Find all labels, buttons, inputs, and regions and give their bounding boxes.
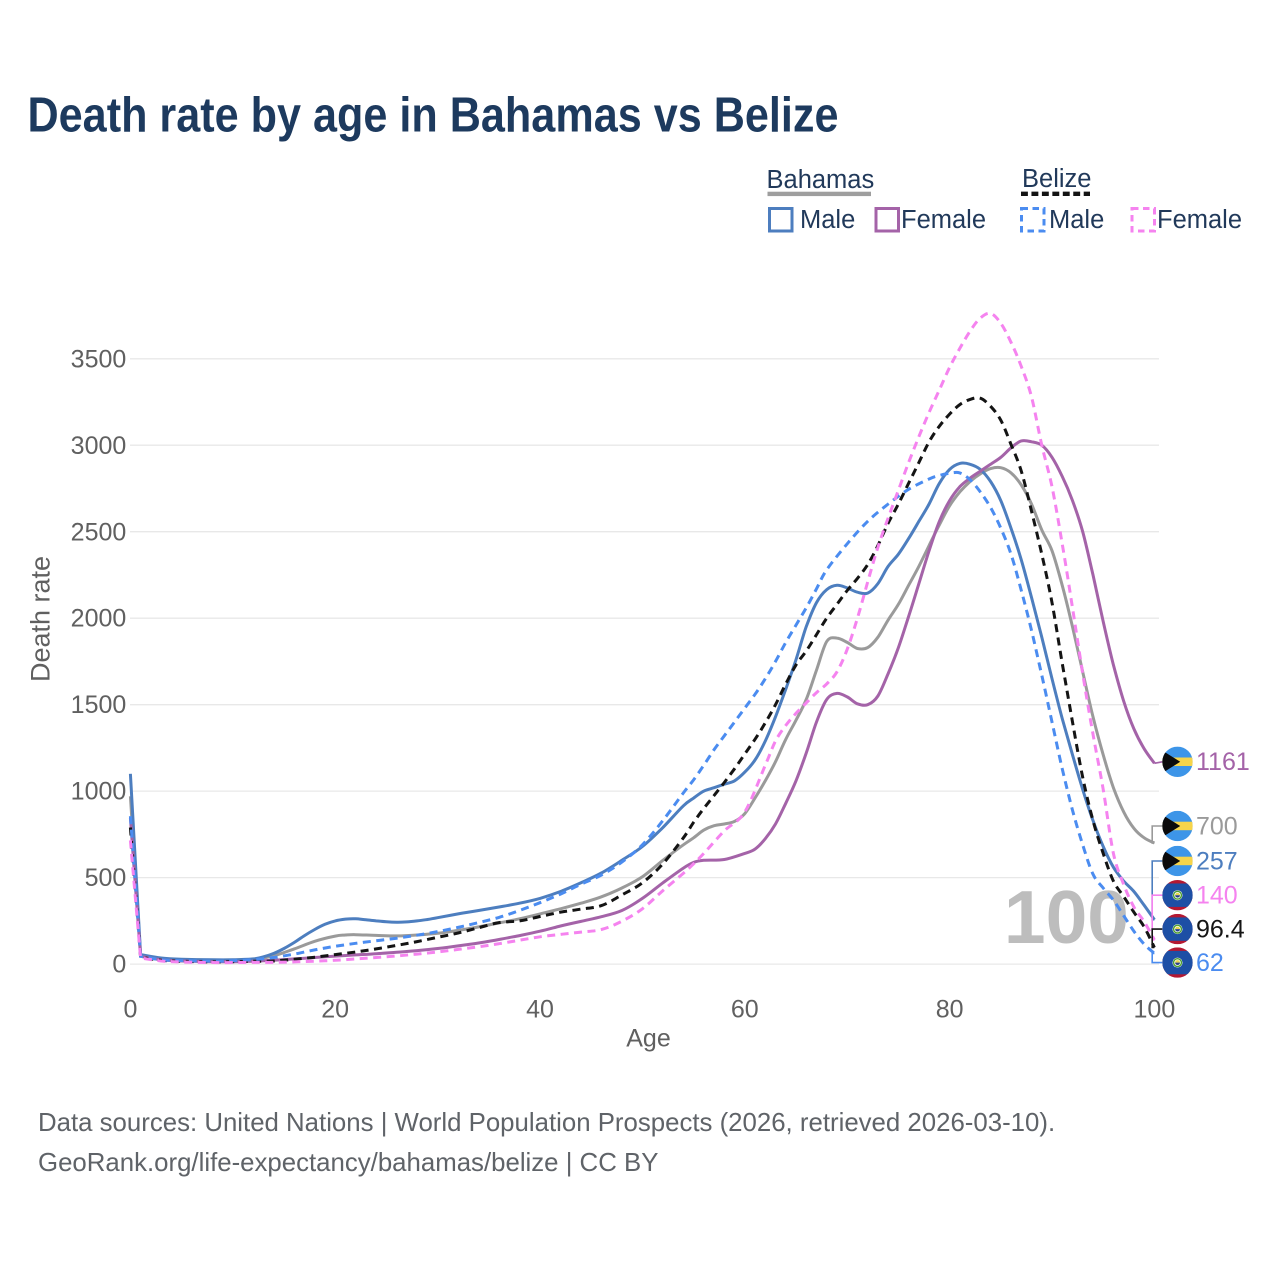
svg-text:Death rate by age in Bahamas v: Death rate by age in Bahamas vs Belize xyxy=(28,89,839,143)
svg-text:Death rate: Death rate xyxy=(26,556,56,682)
svg-text:Female: Female xyxy=(1157,206,1242,234)
svg-text:40: 40 xyxy=(526,996,554,1024)
svg-text:80: 80 xyxy=(936,996,964,1024)
svg-text:0: 0 xyxy=(123,996,137,1024)
svg-text:Male: Male xyxy=(800,206,855,234)
svg-text:500: 500 xyxy=(85,864,127,892)
svg-text:Age: Age xyxy=(626,1025,670,1053)
svg-text:100: 100 xyxy=(1004,875,1129,959)
svg-text:Male: Male xyxy=(1049,206,1104,234)
svg-text:Belize: Belize xyxy=(1022,165,1091,193)
svg-text:2000: 2000 xyxy=(71,605,127,633)
svg-text:3000: 3000 xyxy=(71,432,127,460)
svg-text:62: 62 xyxy=(1196,949,1224,977)
svg-text:Bahamas: Bahamas xyxy=(767,166,875,194)
svg-text:Female: Female xyxy=(901,206,986,234)
svg-text:20: 20 xyxy=(321,996,349,1024)
svg-text:0: 0 xyxy=(112,951,126,979)
svg-text:2500: 2500 xyxy=(71,518,127,546)
svg-text:GeoRank.org/life-expectancy/ba: GeoRank.org/life-expectancy/bahamas/beli… xyxy=(38,1149,658,1177)
svg-text:96.4: 96.4 xyxy=(1196,915,1245,943)
svg-text:Data sources: United Nations |: Data sources: United Nations | World Pop… xyxy=(38,1109,1055,1137)
svg-text:1161: 1161 xyxy=(1196,748,1250,776)
svg-text:1000: 1000 xyxy=(71,778,127,806)
svg-text:140: 140 xyxy=(1196,882,1238,910)
svg-text:100: 100 xyxy=(1134,996,1176,1024)
svg-text:60: 60 xyxy=(731,996,759,1024)
svg-text:3500: 3500 xyxy=(71,345,127,373)
svg-text:1500: 1500 xyxy=(71,691,127,719)
svg-text:257: 257 xyxy=(1196,847,1238,875)
svg-text:700: 700 xyxy=(1196,812,1238,840)
